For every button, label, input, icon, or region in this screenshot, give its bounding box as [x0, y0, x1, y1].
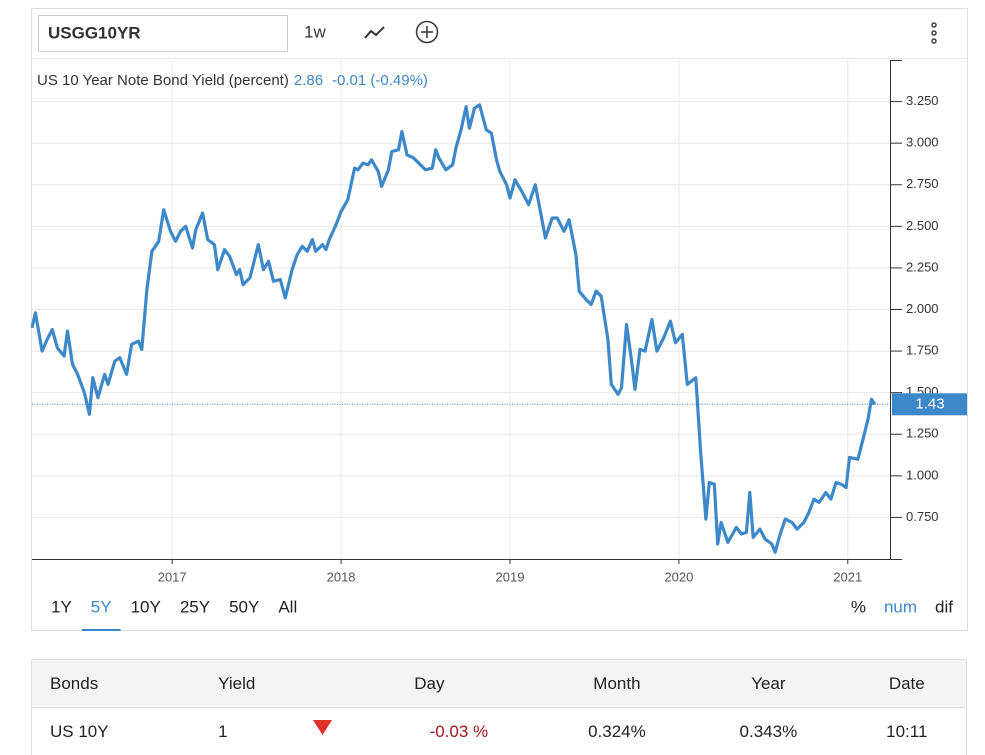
- cell: 10:11: [848, 708, 967, 755]
- range-button[interactable]: 10Y: [131, 597, 161, 616]
- cell: 0.324%: [545, 708, 690, 755]
- unit-button[interactable]: num: [884, 597, 917, 616]
- y-tick-label: 1.000: [906, 467, 939, 482]
- price: 2.86: [294, 72, 323, 89]
- day-value: -0.03 %: [430, 722, 489, 741]
- x-tick-label: 2020: [664, 569, 693, 584]
- unit-button[interactable]: dif: [935, 597, 953, 616]
- range-button[interactable]: 1Y: [51, 597, 72, 616]
- header-cell: Day: [314, 660, 545, 708]
- last-value-label: 1.43: [915, 395, 944, 412]
- y-tick-label: 1.250: [906, 426, 939, 441]
- down-arrow: [313, 720, 333, 736]
- y-tick-label: 3.000: [906, 135, 939, 150]
- chart-card: USGG10YR 1w 0.7501.0001.2501.5001.7502.0…: [0, 0, 985, 640]
- y-tick-label: 2.750: [906, 176, 939, 191]
- cell: US 10Y: [32, 708, 201, 755]
- x-tick-label: 2018: [327, 569, 356, 584]
- y-tick-label: 0.750: [906, 509, 939, 524]
- chart-title: US 10 Year Note Bond Yield (percent): [37, 72, 289, 89]
- header-cell: Year: [689, 660, 847, 708]
- day-cell: -0.03 %: [314, 708, 545, 755]
- cell: 0.343%: [689, 708, 847, 755]
- interval[interactable]: 1w: [304, 22, 326, 41]
- y-tick-label: 2.000: [906, 301, 939, 316]
- x-tick-label: 2019: [496, 569, 525, 584]
- cell: 1: [200, 708, 314, 755]
- header-cell: Date: [848, 660, 967, 708]
- symbol: USGG10YR: [48, 23, 141, 42]
- range-underline: [82, 629, 121, 631]
- unit-button[interactable]: %: [851, 597, 866, 616]
- y-tick-label: 2.500: [906, 218, 939, 233]
- header-cell: Bonds: [32, 660, 201, 708]
- change: -0.01 (-0.49%): [332, 72, 428, 89]
- y-tick-label: 3.250: [906, 93, 939, 108]
- range-button[interactable]: 25Y: [180, 597, 210, 616]
- range-button[interactable]: All: [278, 597, 297, 616]
- range-button[interactable]: 5Y: [91, 597, 112, 616]
- header-cell: Month: [545, 660, 690, 708]
- header-cell: Yield: [200, 660, 314, 708]
- x-tick-label: 2021: [833, 569, 862, 584]
- y-tick-label: 2.250: [906, 259, 939, 274]
- x-tick-label: 2017: [158, 569, 187, 584]
- y-tick-label: 1.750: [906, 343, 939, 358]
- range-button[interactable]: 50Y: [229, 597, 259, 616]
